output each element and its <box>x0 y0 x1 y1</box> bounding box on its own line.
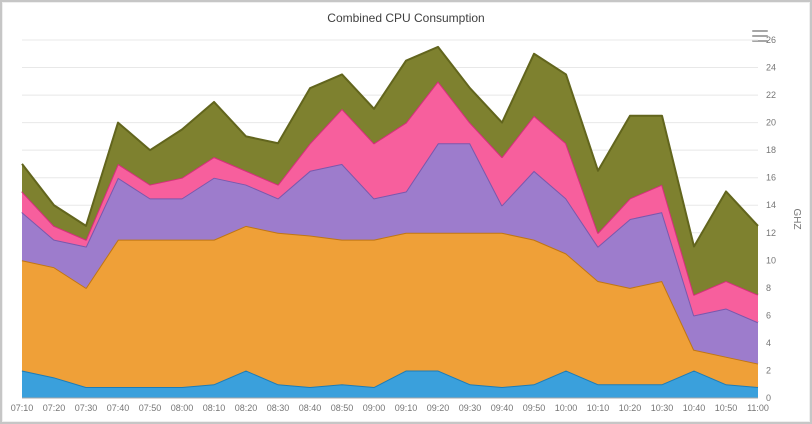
x-axis-tick-label: 10:10 <box>587 403 610 413</box>
border-series-olive <box>21 45 759 248</box>
x-axis-tick-label: 10:30 <box>651 403 674 413</box>
x-axis-tick-label: 08:10 <box>203 403 226 413</box>
x-axis-tick-label: 08:40 <box>299 403 322 413</box>
export-menu-bar <box>752 30 768 32</box>
x-axis-tick-label: 09:10 <box>395 403 418 413</box>
y-axis-tick-label: 22 <box>766 90 776 100</box>
x-axis-tick-label: 09:30 <box>459 403 482 413</box>
y-axis-tick-label: 18 <box>766 145 776 155</box>
x-axis-tick-label: 08:50 <box>331 403 354 413</box>
x-axis-tick-label: 08:00 <box>171 403 194 413</box>
x-axis-tick-label: 07:50 <box>139 403 162 413</box>
x-axis-tick-label: 08:30 <box>267 403 290 413</box>
x-axis-tick-label: 10:20 <box>619 403 642 413</box>
y-axis-tick-label: 0 <box>766 393 771 403</box>
x-axis-tick-label: 09:00 <box>363 403 386 413</box>
x-axis-tick-label: 09:50 <box>523 403 546 413</box>
x-axis-tick-label: 07:20 <box>43 403 66 413</box>
export-menu-icon[interactable] <box>752 29 768 43</box>
y-axis-tick-label: 12 <box>766 228 776 238</box>
x-axis-tick-label: 07:30 <box>75 403 98 413</box>
area-series-orange[interactable] <box>22 225 758 387</box>
y-axis-tick-label: 10 <box>766 255 776 265</box>
x-axis-tick-label: 09:20 <box>427 403 450 413</box>
x-axis-tick-label: 11:00 <box>747 403 769 413</box>
chart-title: Combined CPU Consumption <box>327 11 485 25</box>
x-axis-tick-label: 08:20 <box>235 403 258 413</box>
y-axis-tick-label: 8 <box>766 283 771 293</box>
y-axis-tick-label: 24 <box>766 63 776 73</box>
x-axis-tick-label: 10:50 <box>715 403 738 413</box>
y-axis-tick-label: 16 <box>766 173 776 183</box>
y-axis-tick-label: 14 <box>766 200 776 210</box>
export-menu-bar <box>752 40 768 42</box>
y-axis-title: GHZ <box>791 208 802 229</box>
x-axis-tick-label: 10:00 <box>555 403 578 413</box>
y-axis-tick-label: 20 <box>766 118 776 128</box>
border-series-blue <box>21 369 759 388</box>
x-axis-tick-label: 10:40 <box>683 403 706 413</box>
x-axis-tick-label: 07:40 <box>107 403 130 413</box>
y-axis-tick-label: 2 <box>766 365 771 375</box>
export-menu-bar <box>752 35 768 37</box>
y-axis-tick-label: 6 <box>766 310 771 320</box>
x-axis-tick-label: 09:40 <box>491 403 514 413</box>
x-axis-tick-label: 07:10 <box>11 403 34 413</box>
y-axis-tick-label: 4 <box>766 338 771 348</box>
y-axis-tick-label: 26 <box>766 35 776 45</box>
area-series-blue[interactable] <box>22 370 758 398</box>
area-series-purple[interactable] <box>22 143 758 364</box>
